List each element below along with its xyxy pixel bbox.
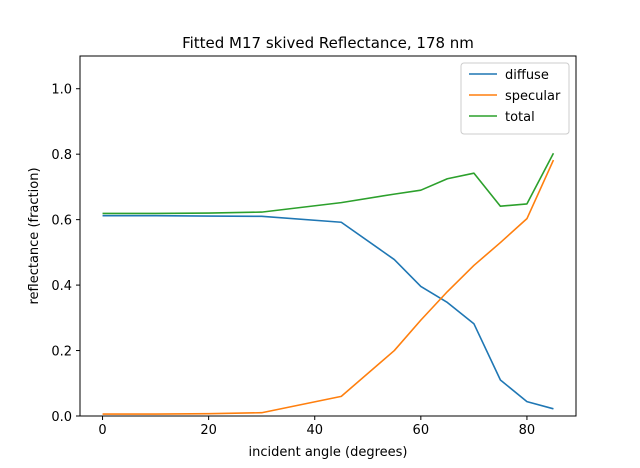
y-tick-label: 0.2 <box>51 345 72 360</box>
x-tick-label: 60 <box>413 423 430 438</box>
legend-label-diffuse: diffuse <box>505 68 549 83</box>
y-tick-label: 0.8 <box>51 148 72 163</box>
x-axis-label: incident angle (degrees) <box>248 445 407 460</box>
legend-label-specular: specular <box>505 89 561 104</box>
chart-title: Fitted M17 skived Reflectance, 178 nm <box>182 34 474 52</box>
series-line-total <box>102 152 555 215</box>
y-tick-label: 0.6 <box>51 214 72 229</box>
x-tick-label: 20 <box>200 423 217 438</box>
legend: diffuse specular total <box>460 62 570 135</box>
y-tick-label: 0.0 <box>51 410 72 425</box>
axes-layer: 0 20 40 60 80 0.0 0.2 0.4 0.6 0.8 1.0 <box>51 83 535 438</box>
y-axis-label: reflectance (fraction) <box>27 167 42 304</box>
x-tick-label: 0 <box>98 423 106 438</box>
series-line-diffuse <box>102 214 554 410</box>
series-layer <box>102 152 555 415</box>
x-tick-label: 80 <box>519 423 536 438</box>
y-tick-label: 0.4 <box>51 279 72 294</box>
series-line-specular <box>102 159 555 415</box>
legend-label-total: total <box>505 110 535 125</box>
x-tick-label: 40 <box>306 423 323 438</box>
plot-frame <box>79 55 577 417</box>
y-tick-label: 1.0 <box>51 83 72 98</box>
